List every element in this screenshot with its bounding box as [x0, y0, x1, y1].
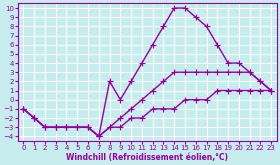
X-axis label: Windchill (Refroidissement éolien,°C): Windchill (Refroidissement éolien,°C) [66, 152, 228, 162]
